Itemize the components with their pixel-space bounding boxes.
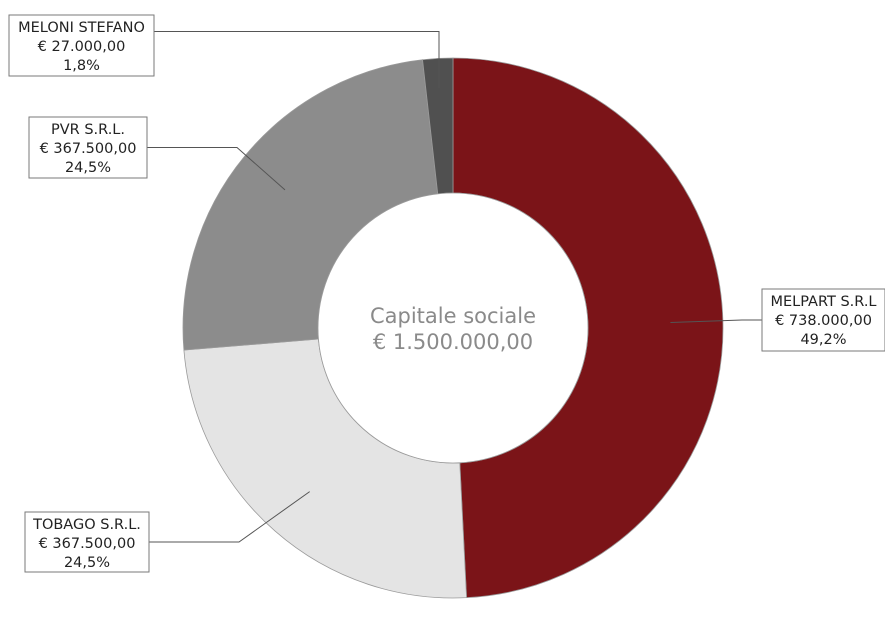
label-name: MELPART S.R.L — [770, 294, 876, 310]
label-percent: 24,5% — [65, 160, 111, 176]
leader-line — [670, 319, 762, 324]
leader-line — [147, 147, 286, 191]
label-box — [8, 14, 155, 77]
label-amount: € 367.500,00 — [40, 141, 137, 157]
slice-label: PVR S.R.L. € 367.500,00 24,5% — [28, 116, 148, 179]
leader-line — [154, 31, 440, 88]
center-label-title: Capitale sociale — [370, 304, 536, 328]
leader-line — [149, 491, 310, 543]
label-name: PVR S.R.L. — [51, 122, 125, 138]
slice-label: MELPART S.R.L € 738.000,00 49,2% — [761, 288, 885, 352]
label-percent: 1,8% — [63, 58, 100, 74]
label-name: TOBAGO S.R.L. — [32, 517, 141, 533]
chart-center: Capitale sociale € 1.500.000,00 — [370, 304, 536, 354]
label-percent: 49,2% — [800, 332, 846, 348]
label-box — [761, 288, 885, 352]
label-box — [24, 511, 150, 573]
chart-labels: MELPART S.R.L € 738.000,00 49,2% TOBAGO S.R… — [8, 14, 885, 573]
slice-label: TOBAGO S.R.L. € 367.500,00 24,5% — [24, 511, 150, 573]
label-box — [28, 116, 148, 179]
label-name: MELONI STEFANO — [18, 20, 145, 36]
slice-label: MELONI STEFANO € 27.000,00 1,8% — [8, 14, 155, 77]
label-percent: 24,5% — [64, 555, 110, 571]
label-amount: € 738.000,00 — [775, 313, 872, 329]
label-amount: € 27.000,00 — [38, 39, 126, 55]
center-label-total: € 1.500.000,00 — [373, 330, 533, 354]
chart-slices — [182, 57, 724, 599]
donut-hole — [317, 192, 589, 464]
label-amount: € 367.500,00 — [39, 536, 136, 552]
